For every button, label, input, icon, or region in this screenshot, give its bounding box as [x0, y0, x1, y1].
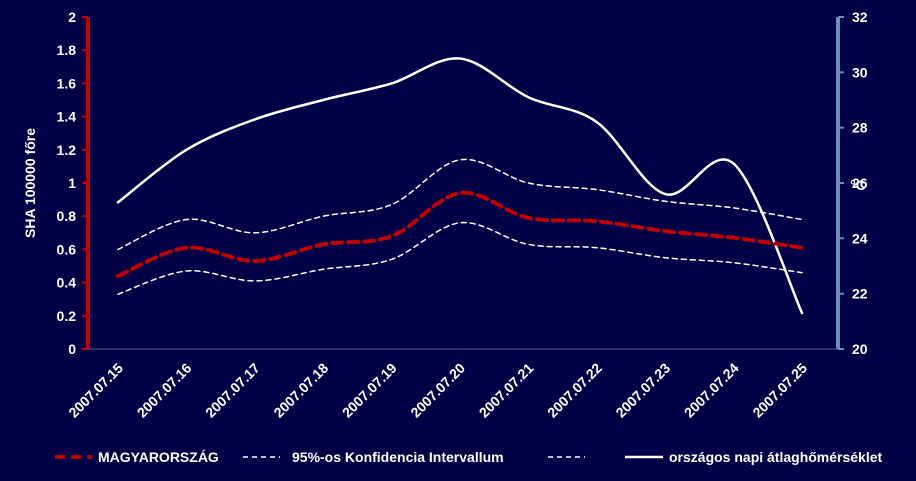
series-line-3 — [116, 57, 804, 315]
left-axis-tick-label: 0.2 — [57, 308, 77, 324]
left-axis-tick-label: 1.6 — [57, 75, 77, 91]
left-axis-tick-label: 1 — [68, 175, 76, 191]
left-axis-tick-label: 1.4 — [57, 109, 77, 125]
right-axis-tick-label: 24 — [852, 230, 868, 246]
left-axis-tick-label: 0 — [68, 341, 76, 357]
left-axis-tick-label: 0.8 — [57, 208, 77, 224]
right-axis-tick-label: 28 — [852, 120, 868, 136]
series-line-1 — [117, 158, 803, 251]
left-axis-tick-label: 0.6 — [57, 241, 77, 257]
legend: MAGYARORSZÁG 95%-os Konfidencia Intervall… — [55, 449, 883, 465]
right-axis-tick-label: 30 — [852, 64, 868, 80]
right-axis-tick-label: 32 — [852, 9, 868, 25]
left-axis-tick-label: 1.2 — [57, 142, 77, 158]
left-axis-tick-label: 2 — [68, 9, 76, 25]
left-axis-title-group: SHA 100000 főre — [22, 128, 38, 238]
legend-label-3: országos napi átlaghőmérséklet — [669, 449, 883, 465]
right-axis-tick-label: 20 — [852, 341, 868, 357]
right-axis-tick-label: 22 — [852, 286, 868, 302]
left-axis-tick-label: 1.8 — [57, 42, 77, 58]
left-axis-title: SHA 100000 főre — [22, 128, 38, 238]
left-axis-tick-label: 0.4 — [57, 275, 77, 291]
right-axis-tick-label: 26 — [852, 175, 868, 191]
legend-label-1: 95%-os Konfidencia Intervallum — [292, 449, 504, 465]
series-line-0 — [116, 190, 804, 278]
series-line-2 — [117, 221, 803, 295]
legend-label-0: MAGYARORSZÁG — [98, 449, 219, 465]
right-axis-title: °C — [850, 177, 866, 193]
